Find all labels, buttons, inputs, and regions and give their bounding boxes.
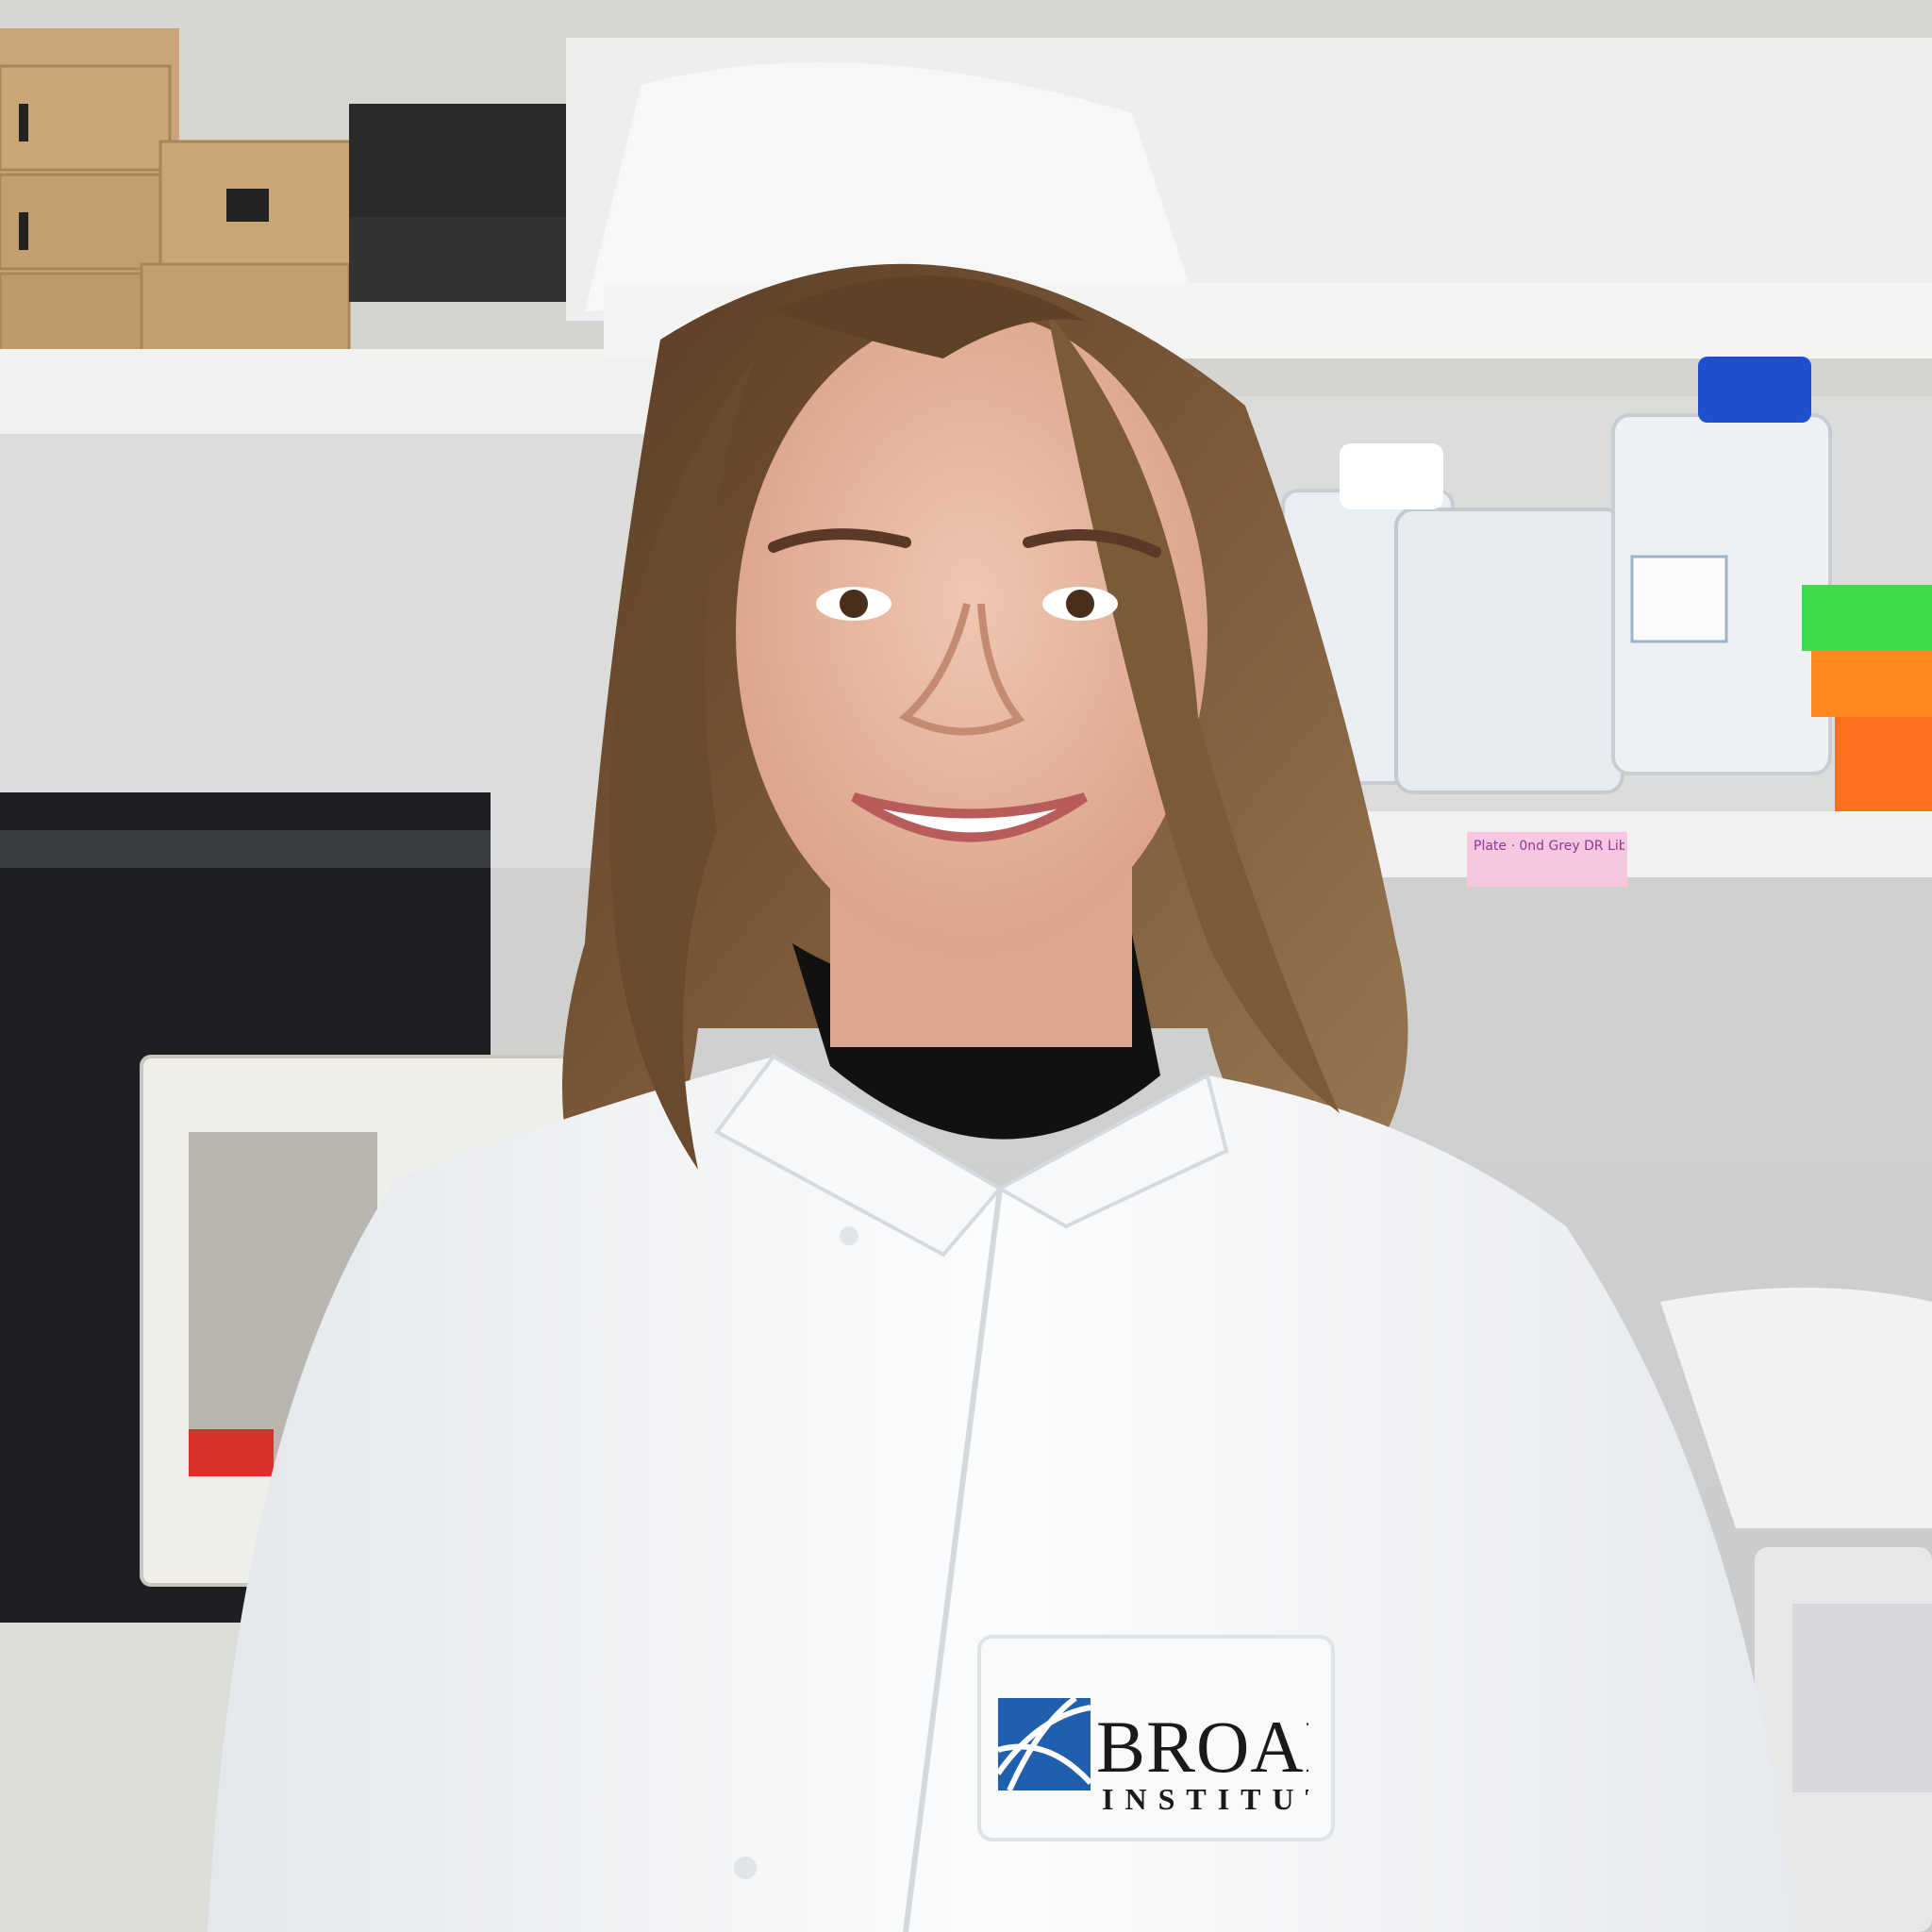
- right-shelf: [1368, 811, 1932, 877]
- left-iris: [840, 590, 868, 618]
- instrument-edge: [0, 830, 491, 868]
- broad-logo-mark: [998, 1698, 1091, 1790]
- coat-button: [734, 1857, 757, 1879]
- logo-text-line1: BROAD: [1096, 1709, 1308, 1785]
- red-tag: [189, 1429, 274, 1476]
- right-iris: [1066, 590, 1094, 618]
- logo-wordmark: BROAD INSTITUTE: [1096, 1709, 1308, 1813]
- coat-button: [840, 1226, 858, 1245]
- shelf-label-text: Plate · 0nd Grey DR Lib Screen: [1474, 836, 1624, 885]
- logo-text-line2: INSTITUTE: [1102, 1785, 1308, 1813]
- left-shelf: [0, 349, 679, 434]
- device-screen: [1792, 1604, 1932, 1792]
